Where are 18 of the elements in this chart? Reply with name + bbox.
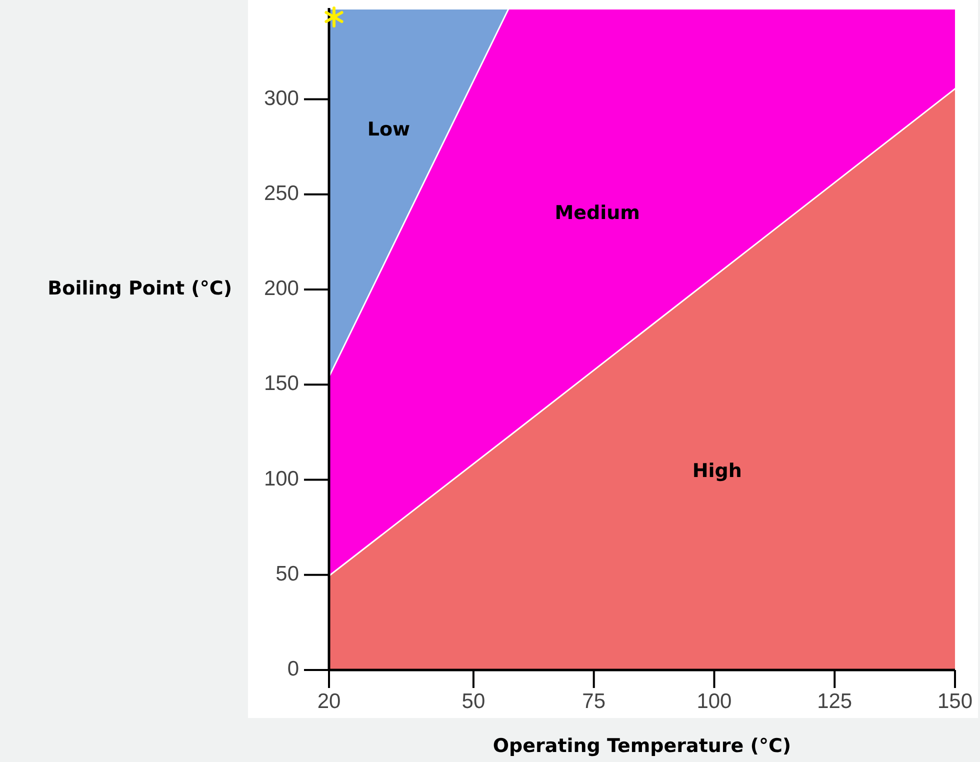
x-tick-label: 100 bbox=[696, 690, 732, 713]
x-tick-label: 50 bbox=[462, 690, 486, 713]
y-tick-label: 300 bbox=[264, 86, 299, 110]
x-tick-label: 20 bbox=[317, 690, 341, 713]
x-axis-title: Operating Temperature (°C) bbox=[492, 735, 792, 757]
y-tick-label: 150 bbox=[264, 372, 299, 396]
y-axis-title: Boiling Point (°C) bbox=[48, 278, 232, 300]
x-tick-label: 125 bbox=[817, 690, 852, 713]
series-label: Low bbox=[367, 118, 410, 141]
y-tick-label: 200 bbox=[264, 277, 299, 300]
y-tick-label: 50 bbox=[276, 562, 299, 586]
x-tick-label: 150 bbox=[937, 690, 973, 713]
y-tick-label: 100 bbox=[264, 467, 299, 490]
series-label: Medium bbox=[554, 202, 640, 224]
x-tick-label: 75 bbox=[582, 690, 606, 713]
y-tick-label: 0 bbox=[287, 658, 299, 681]
series-label: High bbox=[692, 460, 742, 482]
y-tick-label: 250 bbox=[264, 182, 299, 205]
